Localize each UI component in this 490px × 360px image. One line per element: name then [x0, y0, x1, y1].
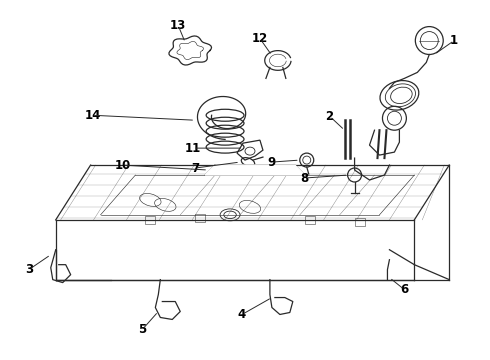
Polygon shape: [205, 165, 305, 175]
Text: 2: 2: [326, 110, 334, 123]
Text: 7: 7: [191, 162, 199, 175]
Text: 13: 13: [170, 19, 186, 32]
Text: 12: 12: [252, 32, 268, 45]
Text: 14: 14: [84, 109, 101, 122]
Text: 1: 1: [450, 34, 458, 47]
Bar: [146, 216, 155, 224]
Bar: [305, 216, 315, 224]
Text: 5: 5: [138, 323, 147, 336]
Bar: [355, 218, 365, 226]
Text: 6: 6: [400, 283, 409, 296]
Bar: [195, 214, 205, 222]
Text: 4: 4: [238, 308, 246, 321]
Text: 8: 8: [301, 171, 309, 185]
Text: 3: 3: [25, 263, 33, 276]
Text: 10: 10: [114, 158, 131, 172]
Text: 11: 11: [185, 141, 201, 155]
Text: 9: 9: [268, 156, 276, 168]
